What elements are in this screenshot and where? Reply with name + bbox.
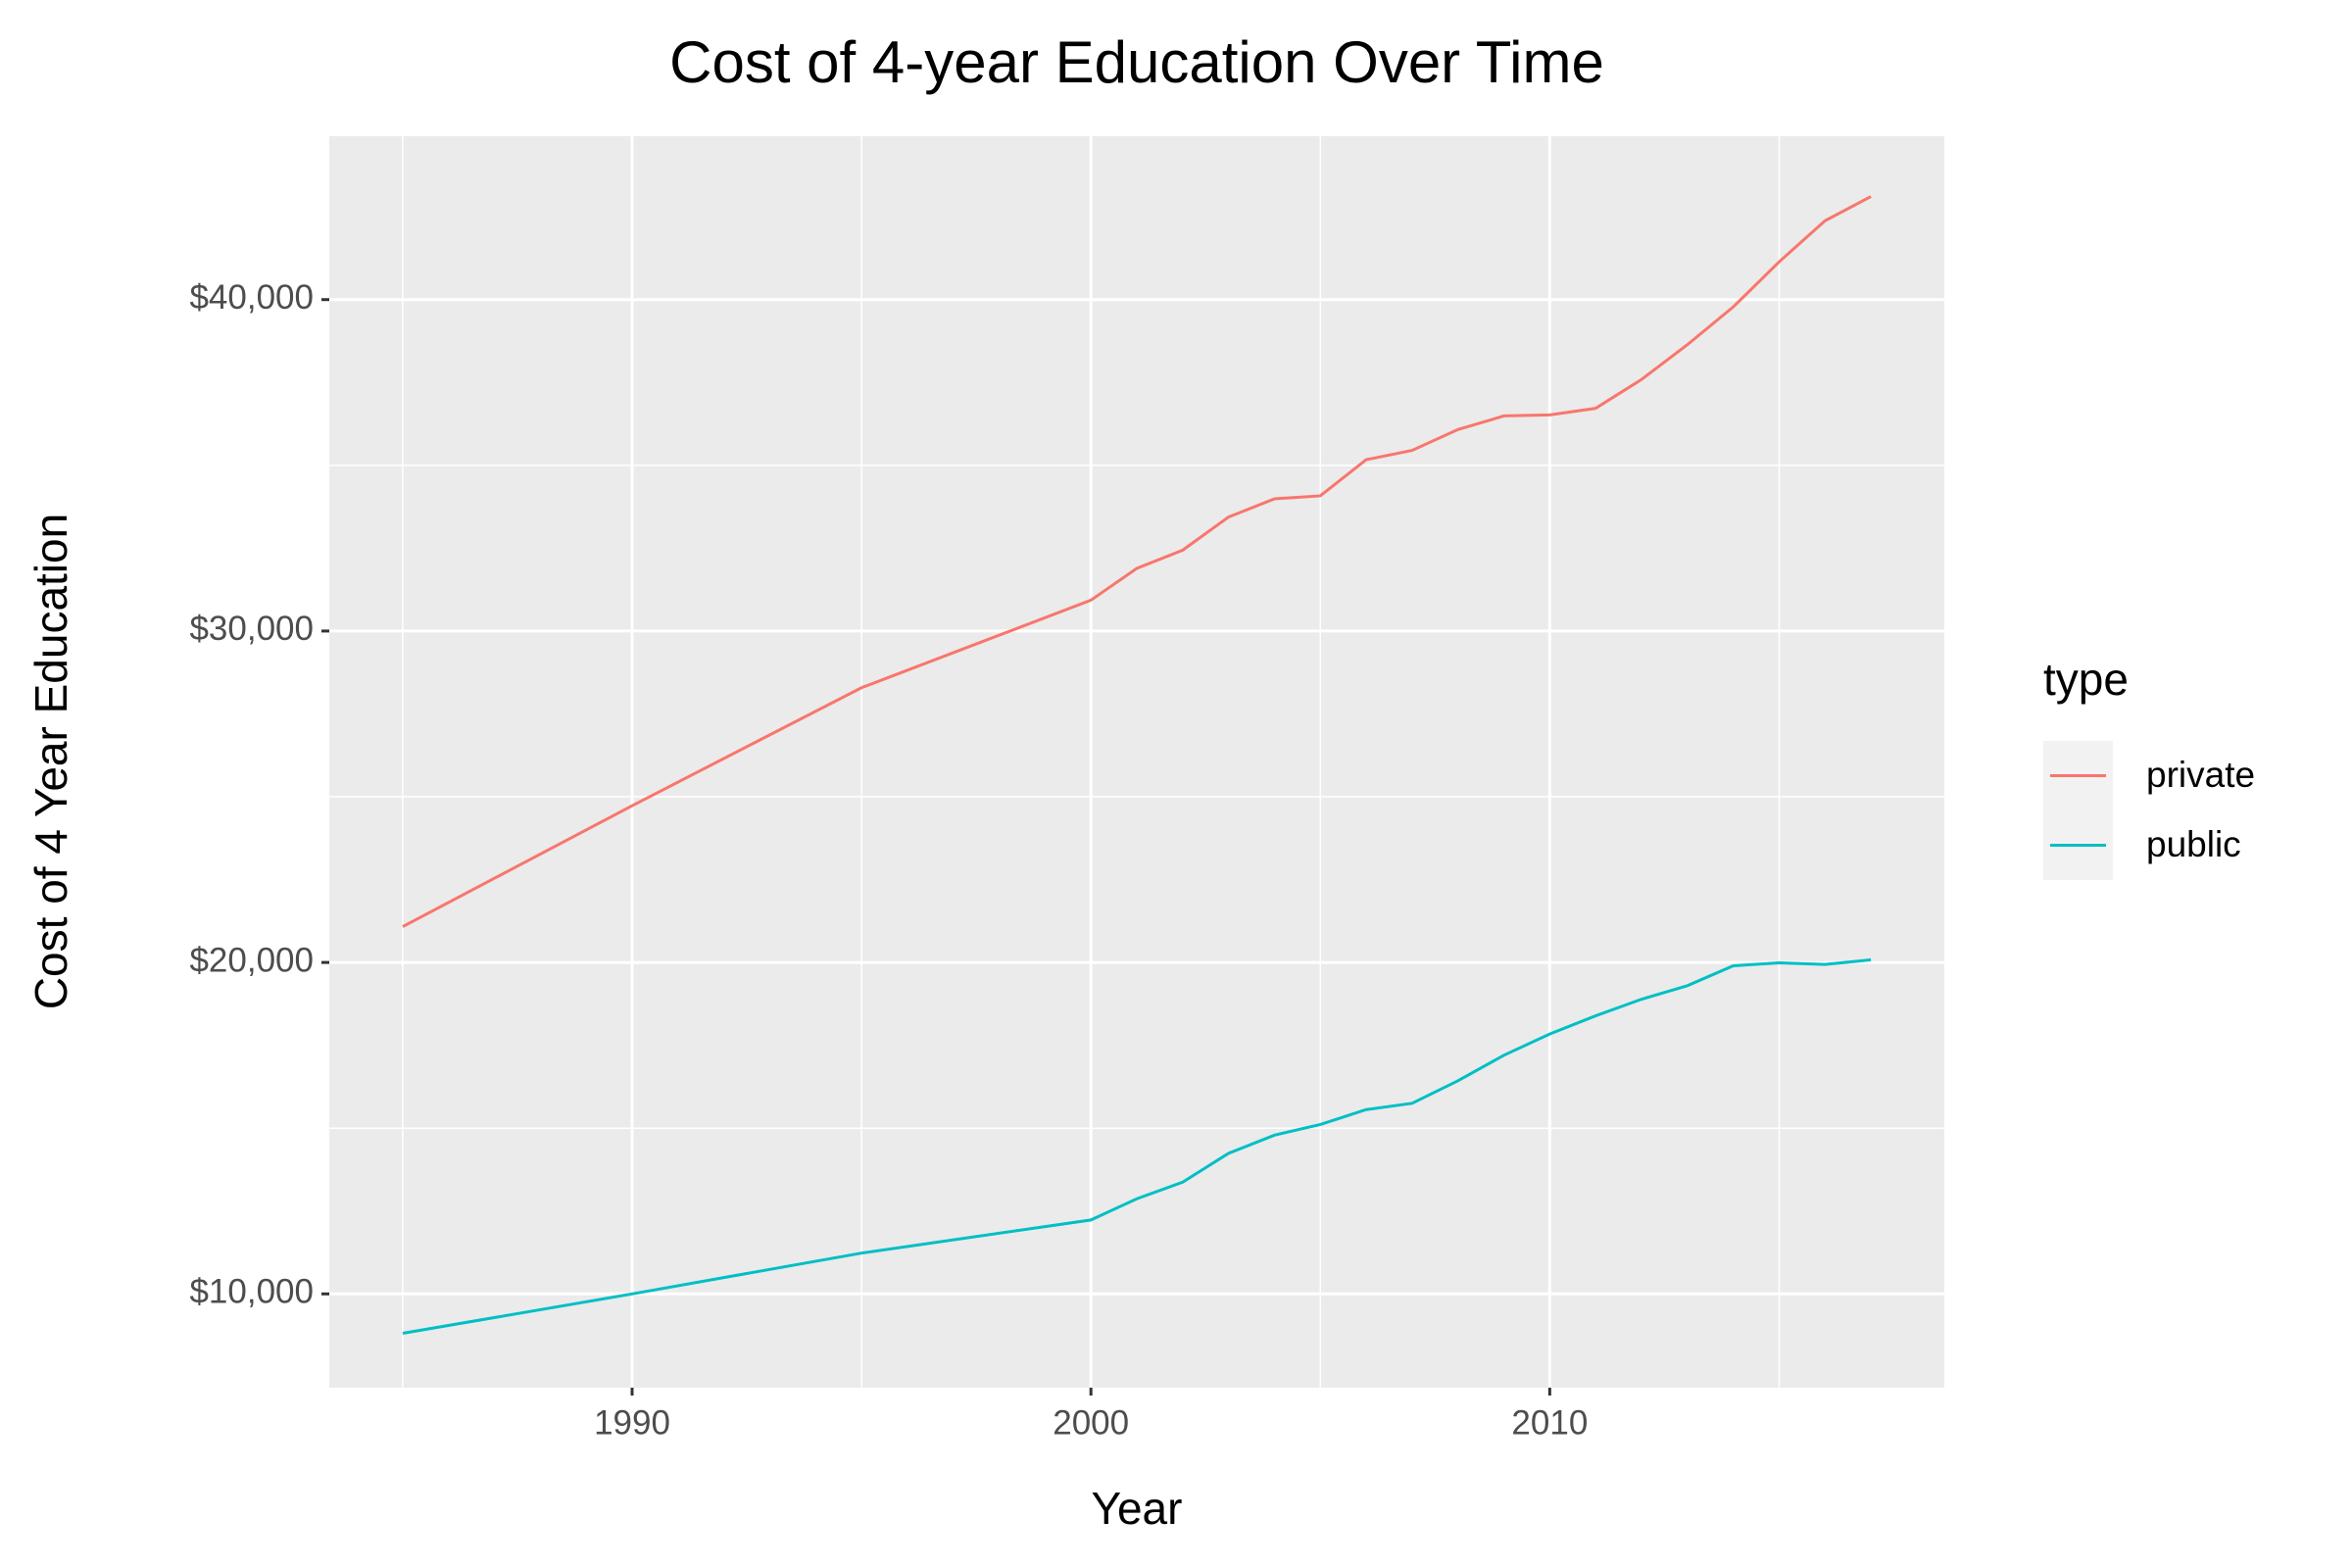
x-tick-label: 2000 [1053, 1403, 1129, 1442]
x-tick-label: 1990 [594, 1403, 670, 1442]
y-tick-label: $20,000 [189, 941, 314, 979]
series-line [402, 195, 1872, 928]
y-tick-label: $40,000 [189, 278, 314, 317]
legend-label: public [2146, 824, 2241, 864]
legend-label: private [2146, 755, 2255, 795]
series-line [402, 957, 1872, 1336]
y-tick-label: $30,000 [189, 610, 314, 648]
chart-title: Cost of 4-year Education Over Time [669, 29, 1604, 95]
plot-panel [329, 136, 1944, 1388]
y-tick-label: $10,000 [189, 1273, 314, 1311]
x-axis-title: Year [1092, 1483, 1183, 1534]
x-tick-label: 2010 [1511, 1403, 1588, 1442]
legend-title: type [2043, 654, 2129, 705]
y-axis-title: Cost of 4 Year Education [25, 514, 76, 1009]
